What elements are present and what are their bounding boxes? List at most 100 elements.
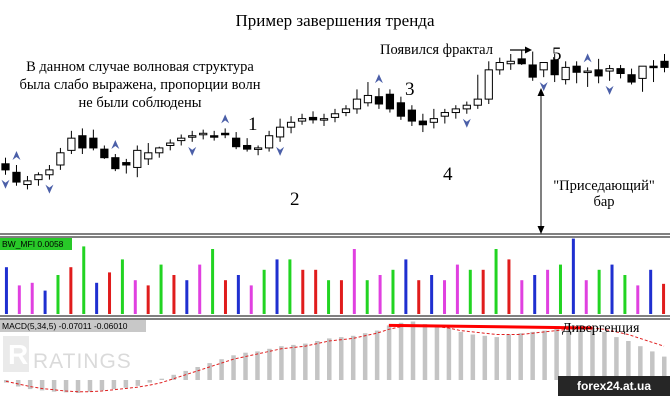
bull-candle-body <box>451 108 460 114</box>
candle <box>89 129 98 151</box>
bull-candle-body <box>341 108 351 114</box>
mfi-bar <box>133 280 137 314</box>
fractal-down-icon <box>605 85 614 95</box>
bull-candle-body <box>473 98 482 106</box>
macd-bar <box>303 343 308 380</box>
candle <box>363 82 373 107</box>
site-label: forex24.at.ua <box>577 379 651 393</box>
bear-candle-body <box>122 162 131 166</box>
candle <box>407 105 417 126</box>
candle <box>166 139 175 151</box>
mfi-bar <box>172 275 176 314</box>
macd-bar <box>494 337 500 380</box>
macd-bar <box>15 380 21 387</box>
macd-bar <box>362 333 368 380</box>
bull-candle-body <box>583 70 592 74</box>
bull-candle-body <box>506 60 515 65</box>
mfi-bar <box>597 269 601 314</box>
macd-bar <box>51 380 57 392</box>
mfi-bar <box>17 285 21 314</box>
mfi-bar <box>468 269 472 314</box>
mfi-bar <box>455 264 459 314</box>
squat-arrow-top-head <box>537 88 545 96</box>
mfi-bar <box>417 280 421 314</box>
bull-candle-body <box>352 98 362 110</box>
mfi-bar <box>571 238 575 314</box>
macd-bar <box>590 328 595 380</box>
candle <box>594 58 603 84</box>
bear-candle-body <box>111 157 120 170</box>
candle <box>429 108 438 129</box>
macd-bar <box>470 334 476 380</box>
candle <box>583 67 592 87</box>
watermark-text: RATINGS <box>33 350 132 373</box>
macd-bar <box>554 328 559 380</box>
candle <box>12 165 21 186</box>
candle <box>462 101 471 114</box>
candle <box>100 145 109 159</box>
mfi-bar <box>404 259 408 314</box>
mfi-bar <box>365 280 369 314</box>
bear-candle-body <box>210 135 219 138</box>
bull-candle-body <box>319 118 329 121</box>
macd-bar <box>135 380 141 386</box>
bull-candle-body <box>253 147 263 150</box>
mfi-bar <box>520 280 524 314</box>
bear-candle-body <box>374 96 384 105</box>
macd-bar <box>99 380 105 391</box>
bear-candle-body <box>100 148 109 159</box>
mfi-bar <box>43 290 47 314</box>
macd-bar <box>422 324 428 380</box>
candle <box>473 74 482 109</box>
divergence-line <box>388 323 593 330</box>
mfi-bar <box>120 259 124 314</box>
bear-candle-body <box>528 64 537 78</box>
candle <box>374 88 384 109</box>
wave-label-2: 2 <box>290 189 300 210</box>
fractal-down-icon <box>188 146 197 156</box>
bull-candle-body <box>484 69 493 100</box>
candle <box>253 145 263 156</box>
bear-candle-body <box>1 163 10 171</box>
bull-candle-body <box>56 152 65 166</box>
macd-bar <box>506 334 511 380</box>
candle <box>627 68 636 85</box>
bull-candle-body <box>166 142 175 146</box>
candle <box>34 172 43 186</box>
mfi-bar <box>430 275 434 314</box>
candle <box>440 108 449 124</box>
macd-bar <box>123 380 129 388</box>
candle <box>23 175 32 190</box>
note-line-3: не были соблюдены <box>79 95 202 111</box>
macd-bar <box>410 321 416 380</box>
mfi-bar <box>236 275 240 314</box>
mfi-bar <box>275 259 279 314</box>
macd-bar <box>231 355 236 380</box>
mfi-bar <box>327 280 331 314</box>
macd-panel <box>3 321 667 393</box>
bull-candle-body <box>188 135 197 138</box>
wave-label-3: 3 <box>405 79 415 100</box>
macd-bar <box>63 380 69 393</box>
macd-bar <box>267 348 272 380</box>
candle <box>122 158 131 174</box>
macd-label: MACD(5,34,5) -0.07011 -0.06010 <box>2 321 128 331</box>
macd-bar <box>39 380 45 391</box>
macd-bar <box>87 380 93 392</box>
bear-candle-body <box>396 102 406 117</box>
bull-candle-body <box>177 137 186 142</box>
note-line-1: В данном случае волновая структура <box>26 59 254 75</box>
fractal-down-icon <box>462 118 471 128</box>
candle <box>517 50 526 65</box>
bear-candle-body <box>572 65 581 73</box>
mfi-bar <box>262 269 266 314</box>
mfi-panel <box>4 238 666 314</box>
macd-bar <box>542 330 547 380</box>
macd-bar <box>279 346 284 380</box>
macd-bar <box>291 344 296 380</box>
candle <box>297 113 307 125</box>
candle <box>649 60 658 83</box>
fractal-down-icon <box>45 184 54 194</box>
